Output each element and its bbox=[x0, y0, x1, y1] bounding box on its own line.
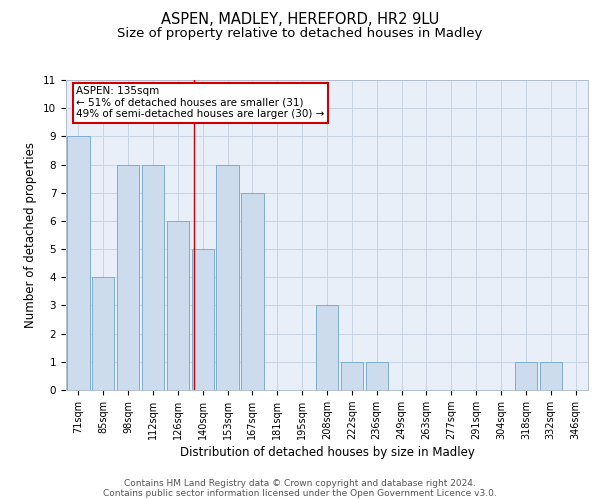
Bar bbox=[316, 306, 338, 390]
Bar bbox=[67, 136, 89, 390]
Bar bbox=[539, 362, 562, 390]
Text: Contains HM Land Registry data © Crown copyright and database right 2024.: Contains HM Land Registry data © Crown c… bbox=[124, 478, 476, 488]
Text: ASPEN: 135sqm
← 51% of detached houses are smaller (31)
49% of semi-detached hou: ASPEN: 135sqm ← 51% of detached houses a… bbox=[76, 86, 325, 120]
Bar bbox=[515, 362, 537, 390]
Bar bbox=[92, 278, 115, 390]
Bar bbox=[142, 164, 164, 390]
Bar bbox=[217, 164, 239, 390]
Bar bbox=[117, 164, 139, 390]
Bar bbox=[241, 192, 263, 390]
Text: Contains public sector information licensed under the Open Government Licence v3: Contains public sector information licen… bbox=[103, 488, 497, 498]
Bar bbox=[191, 249, 214, 390]
Y-axis label: Number of detached properties: Number of detached properties bbox=[25, 142, 37, 328]
Text: ASPEN, MADLEY, HEREFORD, HR2 9LU: ASPEN, MADLEY, HEREFORD, HR2 9LU bbox=[161, 12, 439, 28]
Bar bbox=[167, 221, 189, 390]
Bar bbox=[341, 362, 363, 390]
Bar bbox=[365, 362, 388, 390]
Text: Size of property relative to detached houses in Madley: Size of property relative to detached ho… bbox=[118, 28, 482, 40]
X-axis label: Distribution of detached houses by size in Madley: Distribution of detached houses by size … bbox=[179, 446, 475, 459]
